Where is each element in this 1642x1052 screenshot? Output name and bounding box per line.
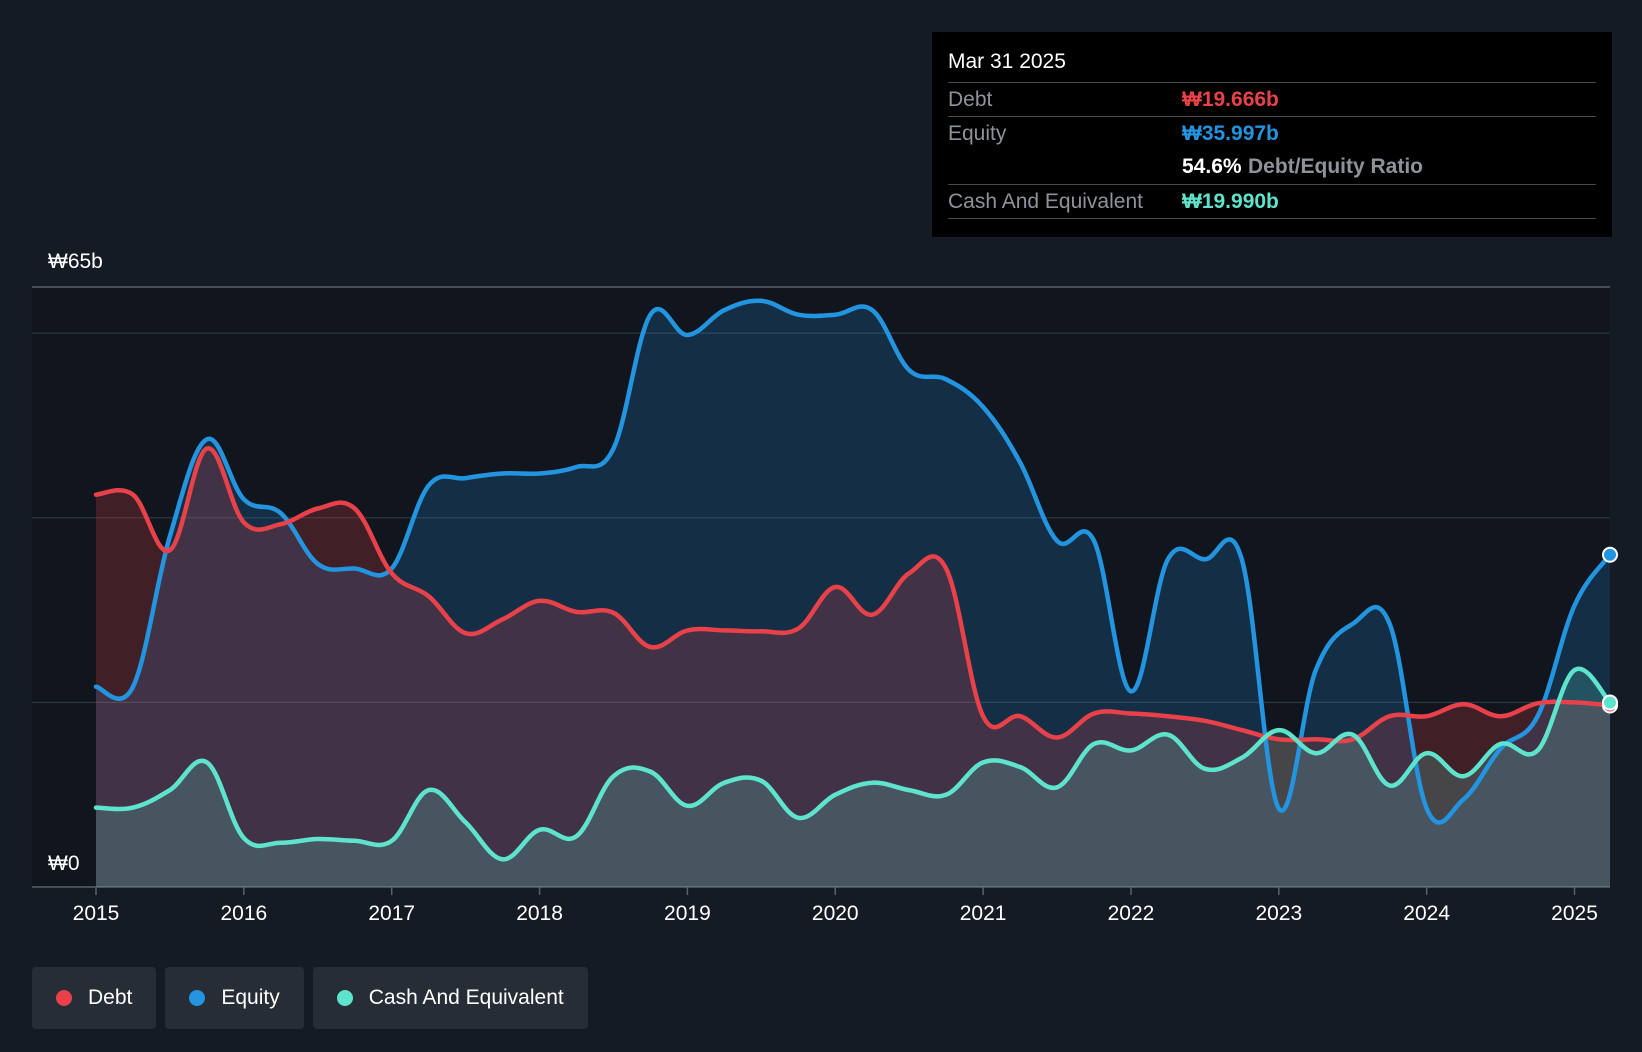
x-tick-label: 2023 xyxy=(1255,902,1302,925)
legend-item-debt[interactable]: Debt xyxy=(32,967,157,1029)
tooltip-date: Mar 31 2025 xyxy=(948,50,1066,73)
legend-item-cash[interactable]: Cash And Equivalent xyxy=(312,967,588,1029)
end-point-cash xyxy=(1602,694,1618,711)
legend-dot-cash-icon xyxy=(336,990,353,1006)
tooltip-debt-label: Debt xyxy=(948,88,993,111)
x-tick-label: 2017 xyxy=(368,902,415,925)
tooltip-ratio-label: Debt/Equity Ratio xyxy=(1248,155,1424,178)
legend-label-cash: Cash And Equivalent xyxy=(368,986,564,1009)
chart-tooltip: Mar 31 2025 Debt ₩19.666b Equity ₩35.997… xyxy=(932,32,1612,237)
tooltip-debt-value: ₩19.666b xyxy=(1182,88,1279,111)
x-tick-label: 2016 xyxy=(220,902,267,925)
x-tick-label: 2018 xyxy=(516,902,563,925)
line-debt xyxy=(93,446,1613,744)
x-tick-label: 2024 xyxy=(1403,902,1450,925)
x-tick-label: 2015 xyxy=(73,902,120,925)
y-axis-max-label: ₩65b xyxy=(48,250,103,273)
tooltip-equity-value: ₩35.997b xyxy=(1182,122,1279,145)
x-tick-label: 2020 xyxy=(812,902,859,925)
x-tick-label: 2025 xyxy=(1551,902,1598,925)
end-point-equity xyxy=(1602,546,1618,563)
x-tick-label: 2019 xyxy=(664,902,711,925)
plot-area xyxy=(32,287,1610,887)
x-tick-label: 2021 xyxy=(960,902,1007,925)
area-debt xyxy=(96,448,1610,887)
area-equity xyxy=(96,300,1610,888)
legend-label-debt: Debt xyxy=(88,986,133,1009)
tooltip-cash-value: ₩19.990b xyxy=(1182,190,1279,213)
legend-dot-equity-icon xyxy=(189,990,206,1006)
tooltip-row-equity: Equity ₩35.997b xyxy=(948,116,1596,150)
tooltip-row-ratio: 54.6% Debt/Equity Ratio xyxy=(948,150,1596,183)
line-equity xyxy=(93,298,1613,825)
tooltip-cash-label: Cash And Equivalent xyxy=(948,190,1143,213)
tooltip-row-debt: Debt ₩19.666b xyxy=(948,82,1596,116)
legend-dot-debt-icon xyxy=(56,990,72,1006)
tooltip-equity-label: Equity xyxy=(948,122,1007,145)
tooltip-row-cash: Cash And Equivalent ₩19.990b xyxy=(948,184,1596,219)
y-axis-zero-label: ₩0 xyxy=(48,852,80,875)
chart-legend: Debt Equity Cash And Equivalent xyxy=(32,967,588,1029)
legend-label-equity: Equity xyxy=(221,986,280,1009)
legend-item-equity[interactable]: Equity xyxy=(165,967,304,1029)
x-tick-label: 2022 xyxy=(1108,902,1155,925)
line-cash xyxy=(93,666,1613,862)
tooltip-ratio-value: 54.6% xyxy=(1182,155,1242,178)
